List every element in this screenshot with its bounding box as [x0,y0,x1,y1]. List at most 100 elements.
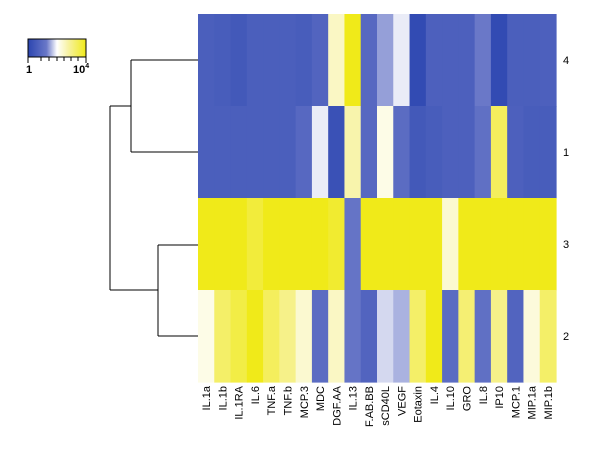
column-label-IL.10: IL.10 [445,386,457,410]
heatmap-cell-1-IL.1a [198,106,215,199]
heatmap-cell-4-MCP.3 [295,14,313,107]
column-label-IL.1a: IL.1a [201,385,213,410]
column-label-IL.1b: IL.1b [217,386,229,410]
heatmap-cell-3-VEGF [393,198,411,291]
column-label-IL.1RA: IL.1RA [234,385,246,419]
heatmap-cell-2-MCP.1 [507,290,525,383]
heatmap-cell-1-IL.6 [246,106,264,199]
heatmap-cell-1-Eotaxin [409,106,427,199]
heatmap-cell-2-IL.10 [442,290,459,383]
heatmap-cell-3-MIP.1b [539,198,557,291]
heatmap-cell-4-MCP.1 [507,14,525,107]
color-key-min-label: 1 [26,64,32,76]
heatmap-cell-1-IL.4 [425,106,443,199]
heatmap-cell-3-PDGF.AB.BB [360,198,378,291]
column-label-IL.8: IL.8 [478,386,490,404]
heatmap-cell-4-TNF.b [279,14,297,107]
color-key-max-label: 104 [73,63,89,76]
color-key-max-exp: 4 [85,63,89,70]
column-label-MCP.3: MCP.3 [299,386,311,418]
row-labels: 4 1 3 2 [563,55,569,343]
heatmap-cell-2-MCP.3 [295,290,313,383]
heatmap-cell-2-IL.1a [198,290,215,383]
heatmap-cell-1-IL.1b [214,106,232,199]
heatmap-cell-1-IL.10 [442,106,459,199]
heatmap-cell-4-IL.6 [246,14,264,107]
heatmap-cell-1-MCP.3 [295,106,313,199]
column-label-IP10: IP10 [494,386,506,409]
heatmap-cell-4-IL.10 [442,14,459,107]
heatmap-cell-1-MIP.1a [523,106,541,199]
column-labels: IL.1a IL.1b IL.1RA IL.6 TNF.a TNF.b MCP.3 MDC DG… [201,385,555,427]
heatmap-cell-1-VEGF [393,106,411,199]
column-label-MDC: MDC [315,386,327,411]
heatmap-cell-2-IL.6 [246,290,264,383]
heatmap-cell-3-IL.8 [474,198,492,291]
heatmap-cells [198,14,557,383]
heatmap-cell-2-PDGF.AA [328,290,346,383]
heatmap-cell-4-PDGF.AB.BB [360,14,378,107]
heatmap-cell-1-MDC [311,106,329,199]
heatmap-cell-1-PDGF.AB.BB [360,106,378,199]
heatmap-cell-2-IL.4 [425,290,443,383]
column-label-MIP.1a: MIP.1a [527,385,539,419]
heatmap-cell-1-IP10 [490,106,508,199]
heatmap-cell-2-IP10 [490,290,508,383]
heatmap-cell-1-MIP.1b [539,106,557,199]
heatmap-cell-1-GRO [458,106,476,199]
heatmap-cell-4-IP10 [490,14,508,107]
heatmap-cell-3-MIP.1a [523,198,541,291]
heatmap-cell-3-MCP.3 [295,198,313,291]
heatmap-cell-3-GRO [458,198,476,291]
heatmap-cell-4-VEGF [393,14,411,107]
column-label-IL.4: IL.4 [429,386,441,404]
column-label-PDGF.AA: DGF.AA [331,385,343,425]
column-label-Eotaxin: Eotaxin [413,386,425,423]
heatmap-cell-4-sCD40L [377,14,394,107]
heatmap-cell-2-TNF.b [279,290,297,383]
heatmap-cell-3-IL.1a [198,198,215,291]
heatmap-cell-2-MIP.1a [523,290,541,383]
heatmap-cell-4-IL.8 [474,14,492,107]
heatmap-cell-4-GRO [458,14,476,107]
heatmap-cell-4-IL.13 [344,14,362,107]
heatmap-cell-3-MCP.1 [507,198,525,291]
color-key-ticks [27,57,87,63]
heatmap-cell-2-sCD40L [377,290,394,383]
heatmap-cell-4-TNF.a [263,14,280,107]
heatmap-cell-2-IL.8 [474,290,492,383]
heatmap-cell-4-IL.1RA [230,14,248,107]
heatmap-cell-2-IL.1RA [230,290,248,383]
column-label-GRO: GRO [462,386,474,412]
heatmap-cell-4-MIP.1a [523,14,541,107]
heatmap-cell-3-IL.1b [214,198,232,291]
heatmap-cell-4-IL.1b [214,14,232,107]
row-label-2: 2 [563,331,569,343]
heatmap-cell-1-IL.13 [344,106,362,199]
heatmap-cell-2-TNF.a [263,290,280,383]
row-dendrogram [109,59,198,337]
heatmap-cell-3-IL.4 [425,198,443,291]
heatmap-cell-3-TNF.a [263,198,280,291]
column-label-MIP.1b: MIP.1b [543,386,555,419]
heatmap-cell-3-Eotaxin [409,198,427,291]
row-label-3: 3 [563,239,569,251]
heatmap-cell-2-MIP.1b [539,290,557,383]
column-label-VEGF: VEGF [396,386,408,416]
heatmap-cell-3-MDC [311,198,329,291]
column-label-MCP.1: MCP.1 [510,386,522,418]
heatmap-cell-1-MCP.1 [507,106,525,199]
heatmap-cell-2-IL.1b [214,290,232,383]
heatmap-cell-3-IL.1RA [230,198,248,291]
heatmap-cell-4-Eotaxin [409,14,427,107]
heatmap-cell-1-IL.8 [474,106,492,199]
heatmap-cell-2-GRO [458,290,476,383]
column-label-PDGF.AB.BB: F.AB.BB [364,386,376,427]
heatmap-cell-3-TNF.b [279,198,297,291]
column-label-TNF.b: TNF.b [283,386,295,415]
column-label-IL.13: IL.13 [348,386,360,410]
heatmap-cell-4-PDGF.AA [328,14,346,107]
row-label-1: 1 [563,147,569,159]
heatmap-cell-3-IL.13 [344,198,362,291]
heatmap-cell-1-TNF.a [263,106,280,199]
